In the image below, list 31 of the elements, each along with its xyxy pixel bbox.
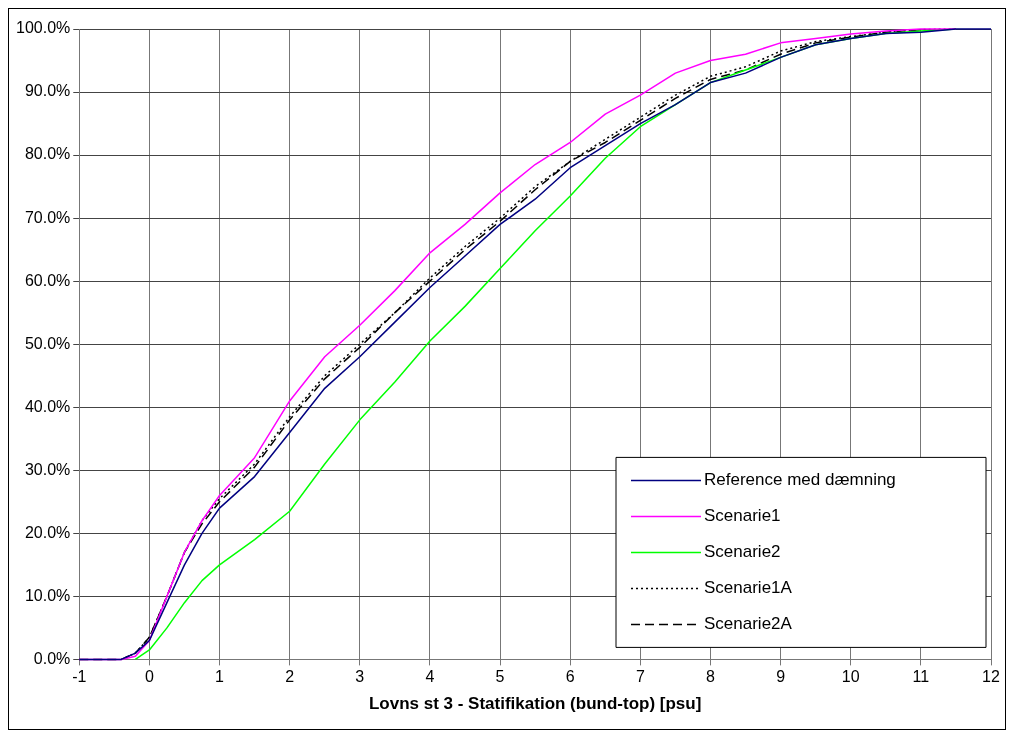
y-tick-label: 0.0% (33, 649, 71, 667)
y-tick-label: 60.0% (24, 271, 71, 289)
x-tick-label: 9 (776, 668, 786, 686)
y-tick-label: 90.0% (24, 82, 71, 100)
x-tick-label: 7 (635, 668, 645, 686)
x-tick-label: 2 (285, 668, 295, 686)
legend-label: Scenarie2 (704, 542, 781, 562)
x-tick-label: 1 (215, 668, 225, 686)
legend-label: Reference med dæmning (704, 470, 896, 490)
x-tick-label: 11 (912, 668, 930, 686)
legend-label: Scenarie1A (704, 578, 793, 598)
y-tick-label: 100.0% (16, 19, 71, 37)
legend-label: Scenarie1 (704, 506, 781, 526)
x-axis-title: Lovns st 3 - Statifikation (bund-top) [psu] (368, 694, 702, 714)
x-tick-label: 4 (425, 668, 435, 686)
x-tick-label: 12 (982, 668, 1000, 686)
x-tick-label: -1 (72, 668, 87, 686)
y-tick-label: 10.0% (24, 586, 71, 604)
x-tick-label: 6 (565, 668, 575, 686)
legend-label: Scenarie2A (704, 614, 793, 634)
y-tick-label: 50.0% (24, 334, 71, 352)
x-tick-label: 8 (706, 668, 716, 686)
x-tick-label: 3 (355, 668, 365, 686)
y-tick-label: 80.0% (24, 145, 71, 163)
y-tick-label: 30.0% (24, 460, 71, 478)
y-tick-label: 40.0% (24, 397, 71, 415)
x-tick-label: 5 (495, 668, 505, 686)
x-tick-label: 10 (841, 668, 860, 686)
x-tick-label: 0 (144, 668, 154, 686)
y-tick-label: 70.0% (24, 208, 71, 226)
y-tick-label: 20.0% (24, 523, 71, 541)
